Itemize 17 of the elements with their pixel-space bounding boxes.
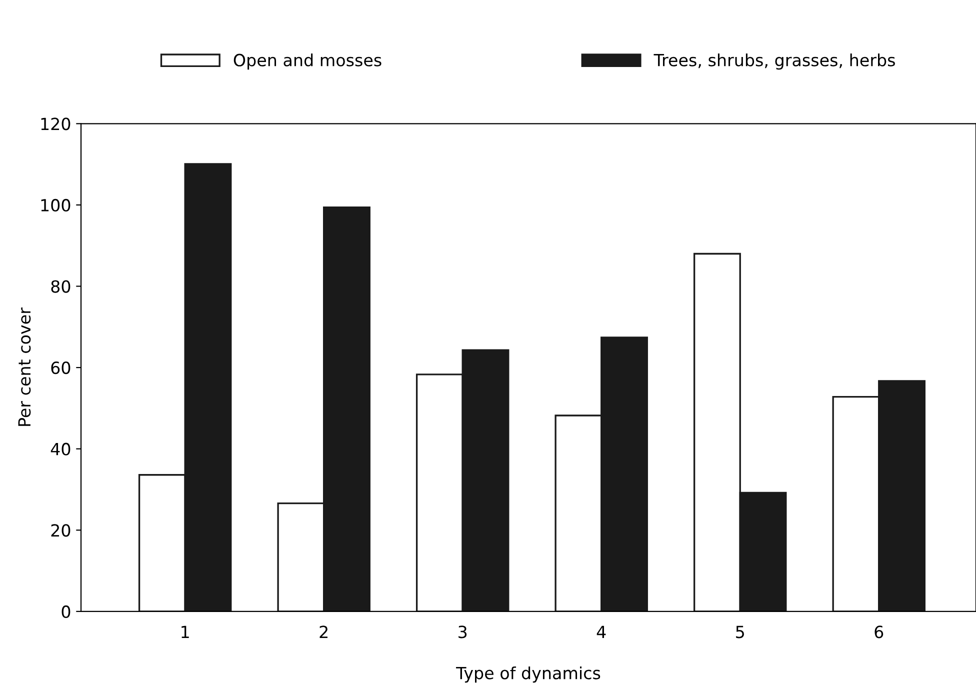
- x-tick-label: 1: [182, 626, 189, 638]
- legend-label: Open and mosses: [234, 54, 382, 70]
- legend-label: Trees, shrubs, grasses, herbs: [654, 54, 895, 70]
- x-axis-title: Type of dynamics: [456, 666, 600, 683]
- y-axis-title: Per cent cover: [18, 308, 31, 426]
- y-tick-label: 40: [50, 442, 70, 456]
- y-tick-label: 100: [41, 198, 70, 212]
- x-tick-label: 5: [736, 626, 744, 638]
- y-tick-label: 60: [51, 362, 70, 374]
- y-tick-label: 20: [51, 524, 70, 537]
- x-tick-label: 3: [458, 626, 467, 638]
- y-tick-label: 80: [51, 280, 70, 293]
- x-tick-label: 4: [596, 626, 606, 638]
- y-tick-label: 0: [62, 605, 70, 618]
- y-tick-label: 120: [41, 118, 70, 130]
- x-tick-label: 2: [320, 626, 328, 638]
- x-tick-label: 6: [874, 626, 884, 638]
